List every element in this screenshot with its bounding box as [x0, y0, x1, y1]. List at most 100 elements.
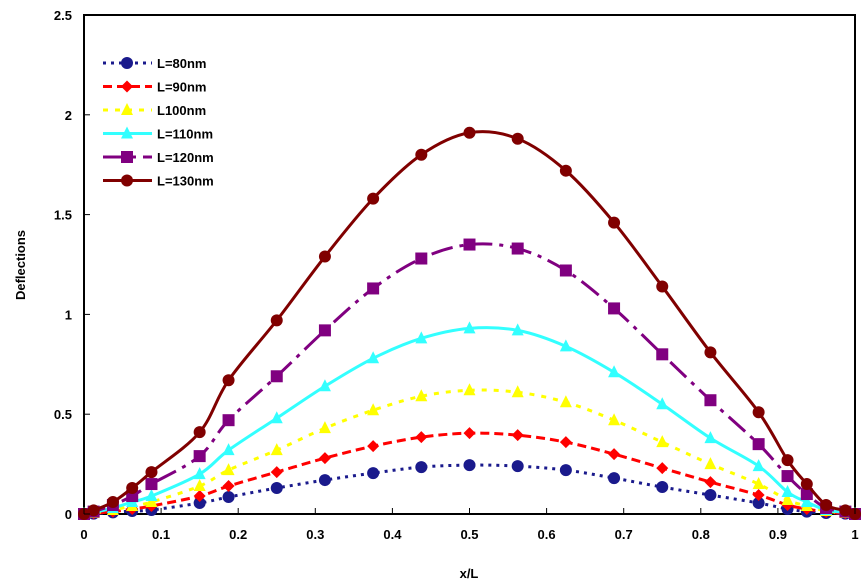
legend-item: L=120nm [103, 150, 214, 165]
data-point [800, 488, 813, 501]
data-point [193, 450, 206, 463]
legend-swatch-marker [121, 103, 133, 115]
data-point [511, 429, 524, 442]
data-point [270, 443, 283, 456]
legend-item: L=130nm [103, 174, 214, 189]
series-layer [78, 126, 861, 520]
data-point [704, 394, 717, 407]
data-point [656, 462, 669, 475]
data-point [193, 426, 206, 439]
y-tick-label: 2.5 [54, 8, 72, 23]
data-point [415, 148, 428, 161]
y-tick-label: 0.5 [54, 407, 72, 422]
data-point [559, 395, 572, 408]
legend-item: L=80nm [103, 56, 207, 71]
data-point [559, 264, 572, 277]
data-point [656, 348, 669, 361]
y-axis-title: Deflections [13, 230, 28, 300]
data-point [145, 489, 158, 502]
data-point [126, 482, 139, 495]
legend-item: L=110nm [103, 126, 213, 142]
data-point [656, 435, 669, 448]
data-point [106, 496, 119, 509]
data-point [463, 321, 476, 334]
plot-area-group: 0 0.1 0.2 0.3 0.4 0.5 0.6 0.7 0.8 0.9 1 0 0.5 1 1.5 2 2… [54, 8, 861, 542]
data-point [704, 346, 717, 359]
x-tick-label: 0.9 [769, 527, 787, 542]
x-tick-label: 0.6 [538, 527, 556, 542]
data-point [222, 443, 235, 456]
y-tick-label: 1 [65, 307, 72, 322]
data-point [559, 164, 572, 177]
data-point [193, 479, 206, 492]
x-tick-label: 0.5 [460, 527, 478, 542]
x-tick-label: 0.7 [615, 527, 633, 542]
data-point [318, 324, 331, 337]
data-point [781, 485, 794, 498]
legend-label: L=110nm [157, 127, 213, 142]
data-point [367, 282, 380, 295]
data-point [222, 480, 235, 493]
data-point [193, 490, 206, 503]
data-point [367, 192, 380, 205]
data-point [608, 216, 621, 229]
data-point [463, 383, 476, 396]
data-point [318, 474, 331, 487]
data-point [415, 461, 428, 474]
data-point [781, 493, 794, 506]
data-point [608, 365, 621, 378]
data-point [820, 499, 833, 512]
data-point [222, 374, 235, 387]
data-point [270, 411, 283, 424]
legend-label: L100nm [157, 103, 206, 118]
y-axis-ticks: 0 0.5 1 1.5 2 2.5 [54, 8, 90, 522]
data-point [222, 463, 235, 476]
data-point [781, 470, 794, 483]
legend-swatch-marker [121, 57, 133, 69]
data-point [270, 466, 283, 479]
legend-swatch-marker [121, 151, 133, 163]
data-point [222, 491, 235, 504]
series-l-110nm [78, 321, 861, 519]
data-point [463, 427, 476, 440]
data-point [704, 431, 717, 444]
x-tick-label: 0.8 [692, 527, 710, 542]
data-point [193, 467, 206, 480]
data-point [511, 460, 524, 473]
data-point [704, 457, 717, 470]
x-tick-label: 1 [851, 527, 858, 542]
data-point [367, 440, 380, 453]
data-point [752, 438, 765, 451]
legend-label: L=90nm [157, 80, 207, 95]
data-point [839, 504, 852, 517]
x-axis-title: x/L [460, 566, 479, 581]
data-point [608, 472, 621, 485]
y-tick-label: 1.5 [54, 208, 72, 223]
legend-item: L100nm [103, 103, 206, 118]
data-point [145, 478, 158, 491]
data-point [781, 454, 794, 467]
data-point [193, 497, 206, 510]
data-point [318, 379, 331, 392]
data-point [415, 389, 428, 402]
data-point [704, 476, 717, 489]
data-point [608, 413, 621, 426]
x-tick-label: 0.3 [306, 527, 324, 542]
data-point [463, 238, 476, 251]
data-point [752, 489, 765, 502]
data-point [270, 314, 283, 327]
legend-item: L=90nm [103, 80, 207, 95]
x-tick-label: 0.4 [383, 527, 402, 542]
data-point [87, 504, 100, 517]
data-point [656, 397, 669, 410]
legend-swatch-marker [121, 174, 133, 187]
data-point [800, 495, 813, 508]
data-point [752, 497, 765, 510]
legend-swatch-marker [121, 80, 133, 93]
data-point [367, 403, 380, 416]
data-point [463, 459, 476, 472]
data-point [511, 242, 524, 255]
series-line [83, 388, 856, 516]
data-point [752, 477, 765, 490]
